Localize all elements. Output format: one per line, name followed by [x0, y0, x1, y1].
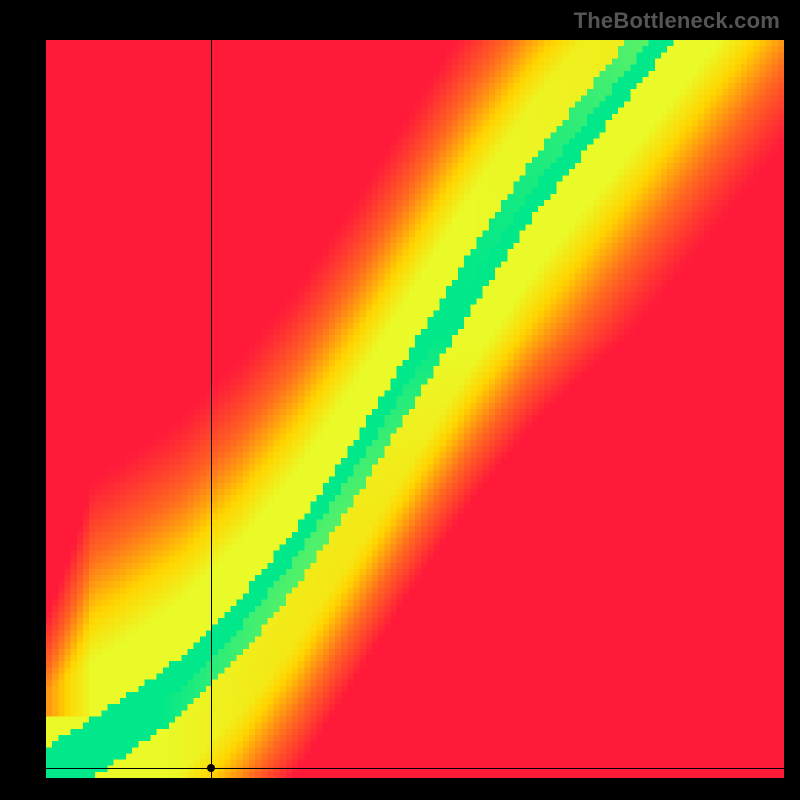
heatmap-canvas	[46, 40, 784, 778]
crosshair-vertical	[211, 40, 212, 778]
crosshair-horizontal	[46, 768, 784, 769]
watermark-text: TheBottleneck.com	[574, 8, 780, 34]
marker-dot	[207, 764, 215, 772]
